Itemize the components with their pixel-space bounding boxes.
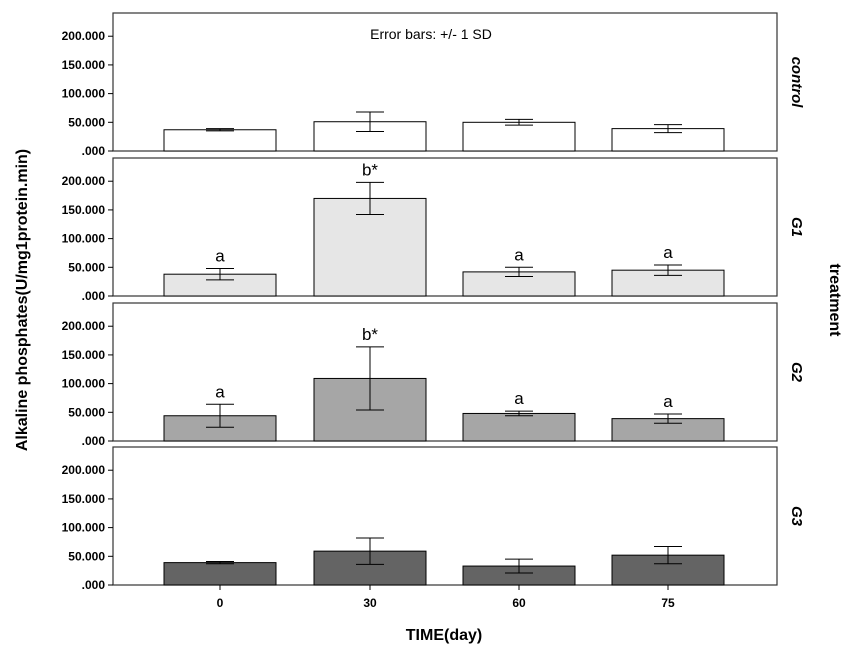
y-tick-label: 50.000 (68, 115, 105, 129)
significance-label: a (514, 389, 524, 408)
panel-g1: .000 50.000 100.000 150.000 200.000 a b* a a G1 (62, 157, 805, 303)
significance-label: b* (362, 325, 378, 344)
x-axis-title: TIME(day) (406, 627, 482, 644)
y-tick-label: 150.000 (62, 348, 106, 362)
panel-frame (112, 12, 778, 152)
panel-control: .000 50.000 100.000 150.000 200.000 control (62, 12, 805, 158)
bar (163, 415, 277, 442)
y-tick-label: 150.000 (62, 492, 106, 506)
y-tick-label: 100.000 (62, 87, 106, 101)
bar (462, 412, 576, 442)
bar (163, 562, 277, 586)
panel-label: G2 (788, 362, 805, 383)
y-tick-label: 200.000 (62, 463, 106, 477)
bar (462, 121, 576, 152)
significance-label: a (215, 246, 225, 265)
panel-g3: .000 50.000 100.000 150.000 200.000 G3 (62, 446, 805, 592)
x-tick-label: 75 (661, 596, 675, 610)
facet-title: treatment (826, 264, 843, 338)
y-tick-label: 100.000 (62, 377, 106, 391)
chart-panels: .00050.000100.000150.000200.000control.0… (62, 12, 805, 610)
y-tick-label: .000 (82, 144, 106, 158)
y-tick-label: 50.000 (68, 260, 105, 274)
error-bar-note: Error bars: +/- 1 SD (370, 26, 492, 42)
y-tick-label: 100.000 (62, 232, 106, 246)
significance-label: a (215, 382, 225, 401)
x-tick-label: 60 (512, 596, 526, 610)
x-tick-label: 0 (217, 596, 224, 610)
y-tick-label: 200.000 (62, 174, 106, 188)
panel-label: control (788, 57, 805, 109)
panel-g2: .000 50.000 100.000 150.000 200.000 a b* a a G2 (62, 302, 805, 448)
significance-label: a (663, 392, 673, 411)
significance-label: a (514, 245, 524, 264)
y-tick-label: .000 (82, 434, 106, 448)
y-tick-label: 50.000 (68, 405, 105, 419)
significance-label: b* (362, 160, 378, 179)
bar (163, 129, 277, 152)
y-tick-label: .000 (82, 578, 106, 592)
y-tick-label: 100.000 (62, 521, 106, 535)
y-tick-label: 150.000 (62, 58, 106, 72)
significance-label: a (663, 243, 673, 262)
y-tick-label: 150.000 (62, 203, 106, 217)
y-tick-label: 200.000 (62, 319, 106, 333)
panel-label: G3 (788, 506, 805, 527)
panel-label: G1 (788, 217, 805, 237)
y-tick-label: 50.000 (68, 549, 105, 563)
y-tick-label: .000 (82, 289, 106, 303)
y-tick-label: 200.000 (62, 29, 106, 43)
x-tick-label: 30 (363, 596, 377, 610)
y-axis-title: Alkaline phosphates(U/mg1protein.min) (14, 149, 31, 451)
